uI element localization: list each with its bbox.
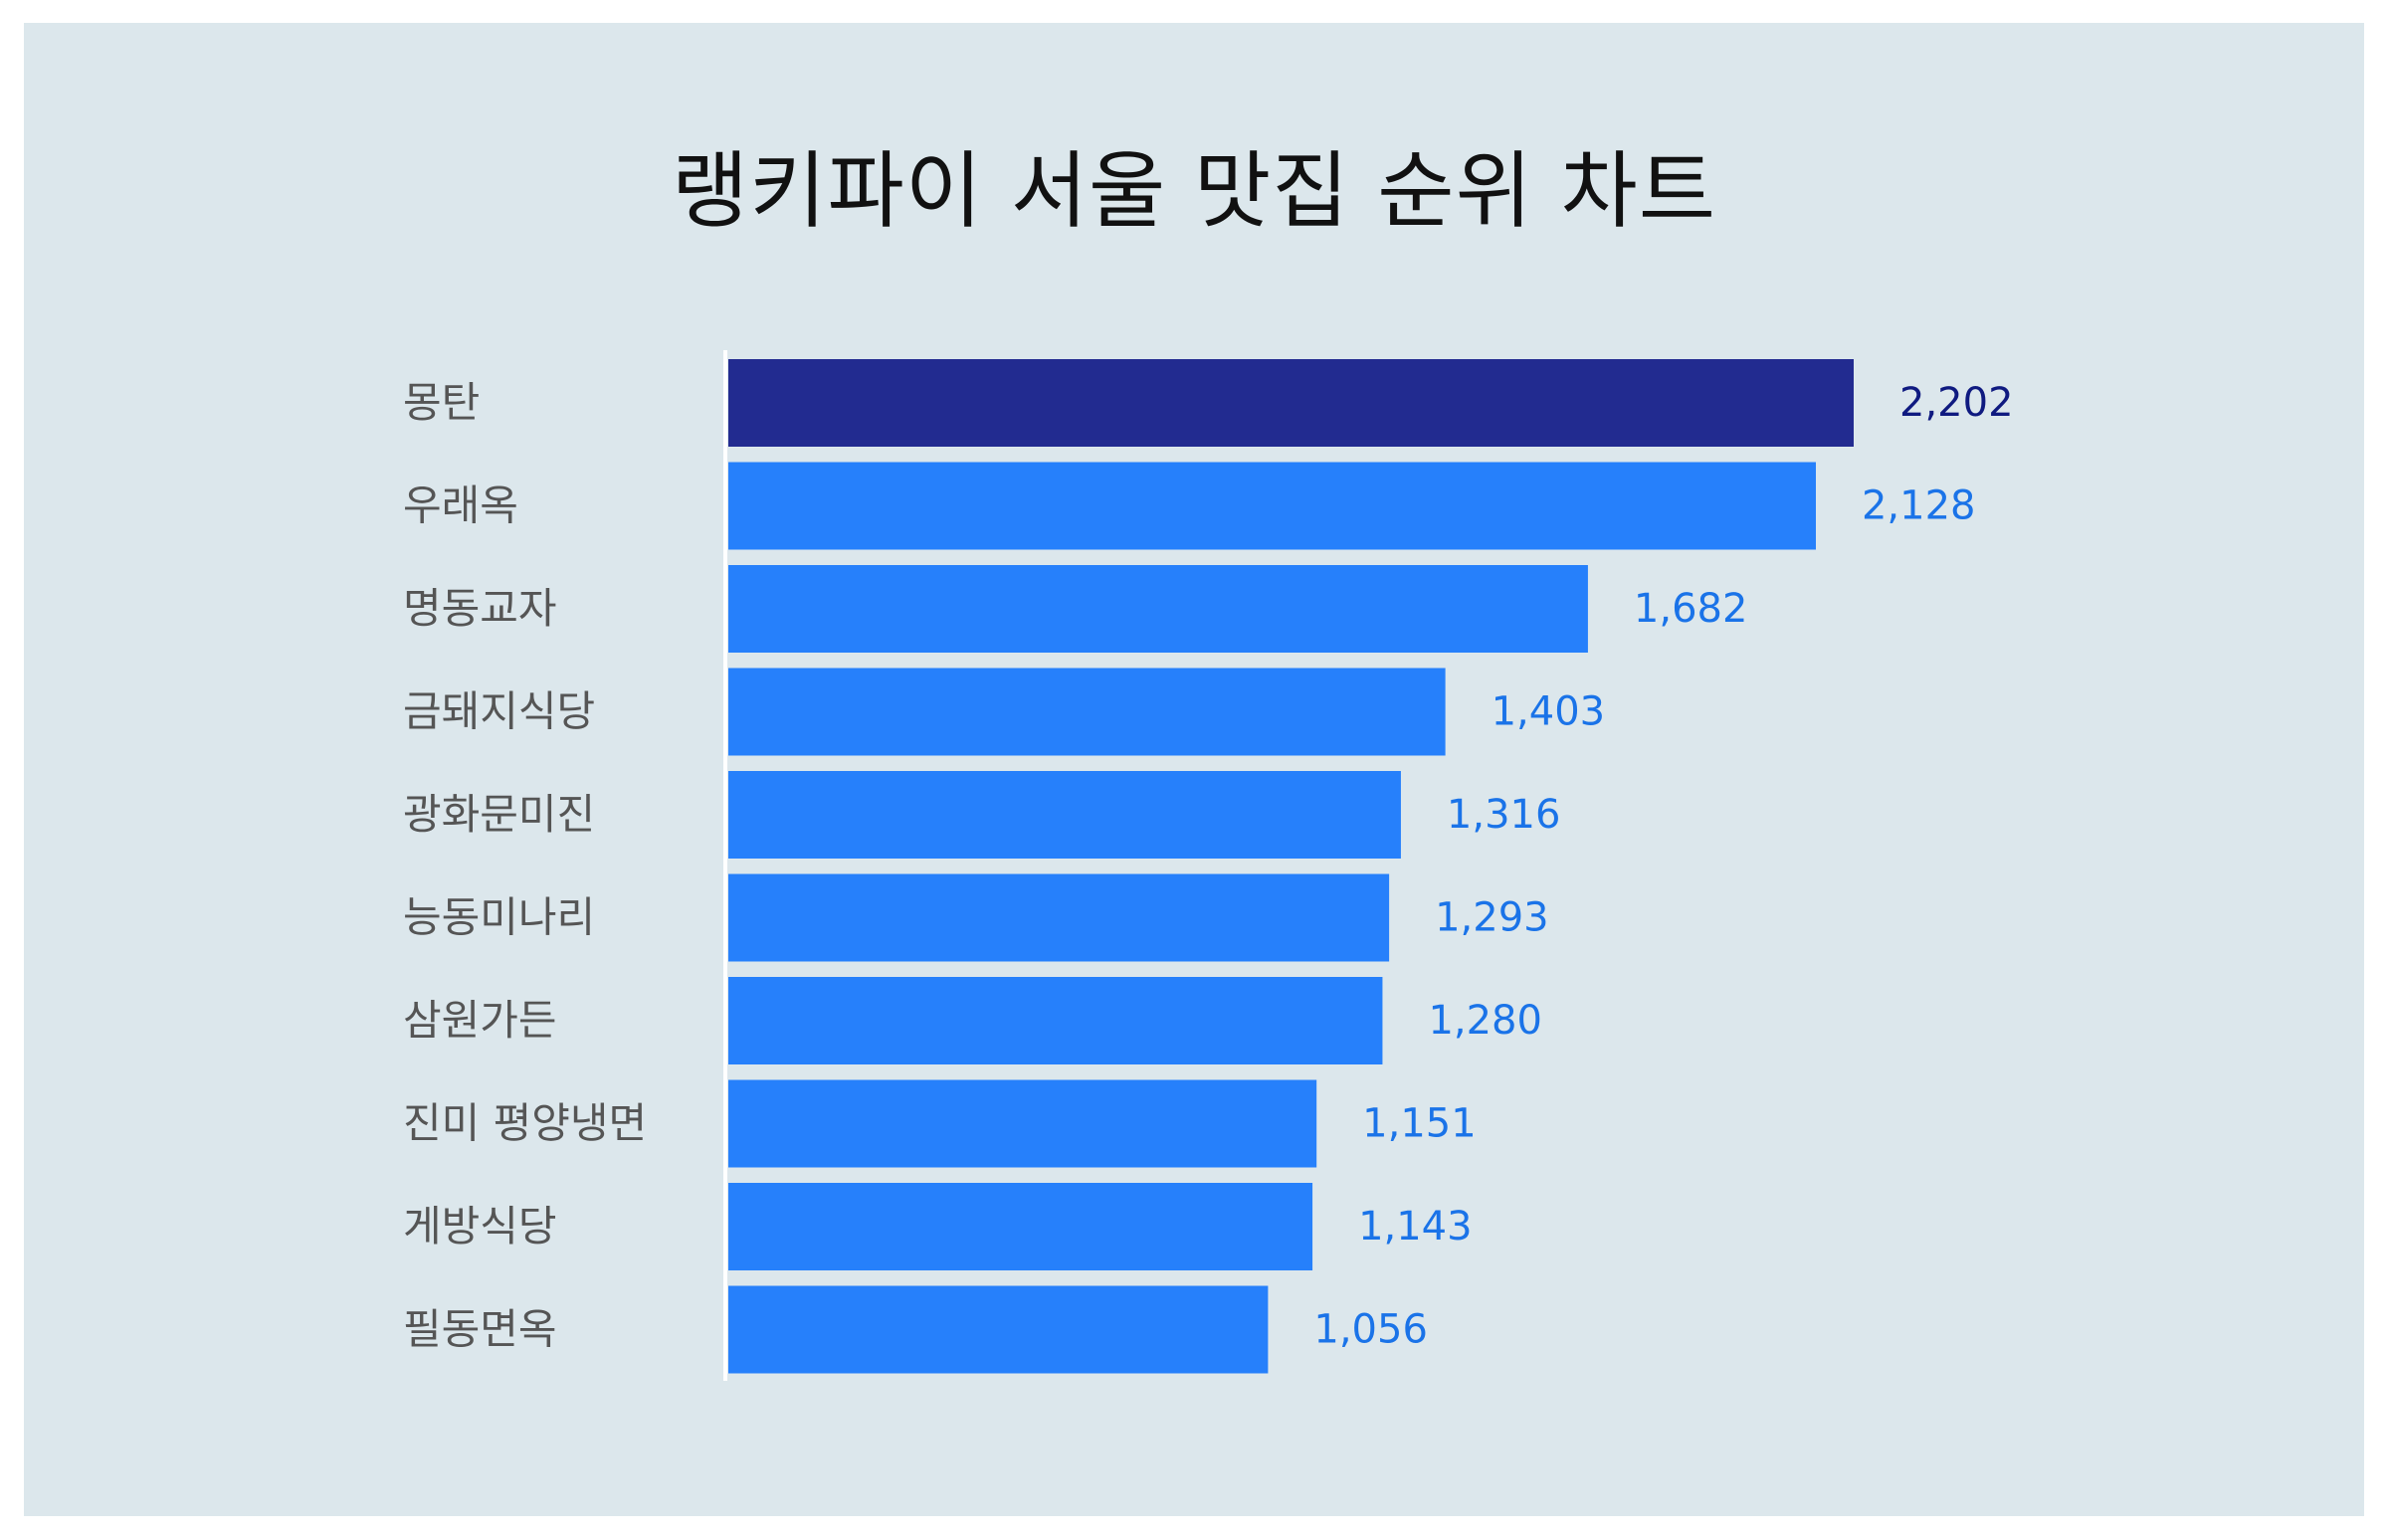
category-label: 삼원가든 xyxy=(403,996,557,1045)
bar xyxy=(728,462,1816,550)
value-label: 2,128 xyxy=(1862,483,1976,529)
value-label: 1,316 xyxy=(1447,792,1561,838)
bar xyxy=(728,565,1588,653)
value-label: 1,293 xyxy=(1435,895,1549,941)
value-labels-group: 2,202 2,128 1,682 1,403 1,316 1,293 1,280 1,151… xyxy=(1313,380,2013,1353)
category-label: 능동미나리 xyxy=(403,893,595,942)
value-label: 1,151 xyxy=(1362,1101,1477,1147)
value-label: 1,682 xyxy=(1634,586,1748,632)
category-label: 게방식당 xyxy=(403,1202,557,1251)
value-label: 1,143 xyxy=(1358,1204,1473,1250)
bars-group xyxy=(728,359,1854,1374)
category-label: 우래옥 xyxy=(403,481,518,530)
category-label: 명동교자 xyxy=(403,584,557,633)
category-label: 진미 평양냉면 xyxy=(403,1099,647,1148)
value-label: 1,403 xyxy=(1492,689,1606,735)
chart-title: 랭키파이 서울 맛집 순위 차트 xyxy=(671,142,1717,240)
category-label: 금돼지식당 xyxy=(403,687,595,736)
value-label: 2,202 xyxy=(1899,380,2014,426)
bar xyxy=(728,1183,1313,1270)
value-label: 1,280 xyxy=(1428,998,1542,1044)
bar xyxy=(728,977,1383,1064)
bar xyxy=(728,668,1446,756)
bar xyxy=(728,771,1401,859)
value-label: 1,056 xyxy=(1313,1307,1428,1353)
category-label: 필동면옥 xyxy=(403,1305,557,1354)
category-label: 몽탄 xyxy=(403,378,480,427)
bar xyxy=(728,873,1390,962)
category-label: 광화문미진 xyxy=(403,790,595,839)
bar xyxy=(728,359,1854,447)
bar xyxy=(728,1079,1317,1168)
bar xyxy=(728,1285,1269,1374)
